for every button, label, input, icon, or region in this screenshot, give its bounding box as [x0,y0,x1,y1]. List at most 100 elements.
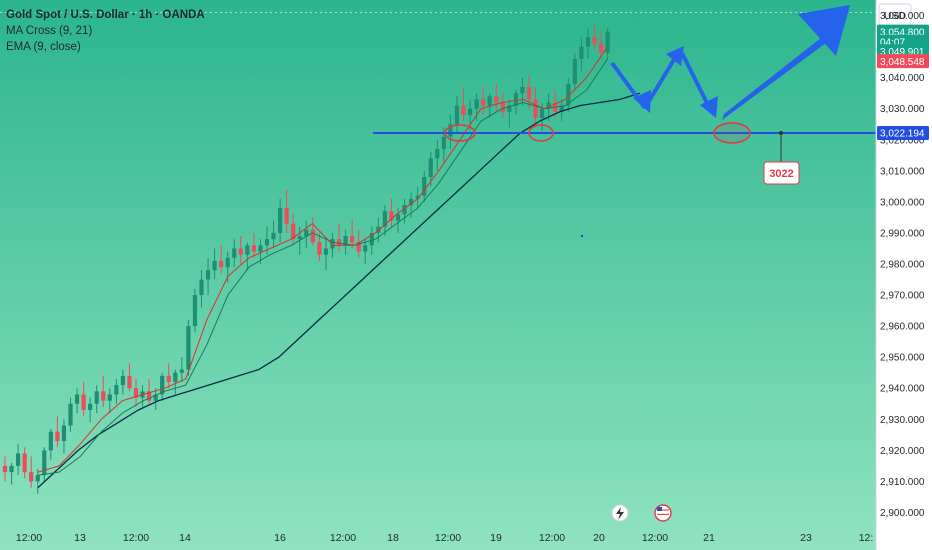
candle-body[interactable] [212,260,217,271]
candle-body[interactable] [533,99,538,119]
candle-body[interactable] [605,31,610,53]
candle-body[interactable] [245,245,250,255]
candle-body[interactable] [494,96,499,103]
candle-body[interactable] [500,102,505,112]
candle-body[interactable] [441,136,446,150]
candle-body[interactable] [2,465,8,473]
candle-body[interactable] [579,46,584,60]
candle-body[interactable] [107,394,112,401]
candle-body[interactable] [173,372,178,383]
candle-body[interactable] [598,43,604,53]
candle-body[interactable] [9,465,14,473]
candle-body[interactable] [428,158,433,178]
candle-body[interactable] [219,260,224,268]
x-tick-label: 14 [179,532,191,544]
candle-body[interactable] [55,431,60,442]
candle-body[interactable] [363,245,368,252]
candle-body[interactable] [186,326,191,370]
candle-body[interactable] [356,242,361,252]
candle-body[interactable] [251,245,256,252]
legend-indicator-ema[interactable]: EMA (9, close) [6,41,81,53]
price-tag[interactable] [877,54,929,69]
candle-body[interactable] [29,472,34,482]
candle-body[interactable] [199,279,204,296]
candle-body[interactable] [304,229,309,237]
candle-body[interactable] [409,198,414,205]
candle-body[interactable] [343,236,348,246]
candle-body[interactable] [225,257,230,268]
candle-body[interactable] [153,394,158,401]
candle-body[interactable] [205,270,211,280]
legend-indicator-ma-cross[interactable]: MA Cross (9, 21) [6,25,93,37]
candle-body[interactable] [454,105,460,125]
candle-body[interactable] [127,375,132,389]
candle-body[interactable] [166,375,171,383]
candle-body[interactable] [114,385,119,395]
candle-body[interactable] [297,236,302,240]
candle-body[interactable] [481,99,486,106]
price-tag-label: 3,049.901 [880,47,925,58]
candle-body[interactable] [526,86,532,100]
candle-body[interactable] [487,96,492,106]
candle-body[interactable] [317,242,322,255]
candle-body[interactable] [467,108,473,115]
candle-body[interactable] [566,83,571,106]
candle-body[interactable] [22,453,27,473]
candle-body[interactable] [323,248,329,255]
candle-body[interactable] [395,214,401,221]
candle-body[interactable] [68,403,73,426]
candle-body[interactable] [133,388,139,398]
candle-body[interactable] [336,239,342,246]
candle-body[interactable] [520,86,525,94]
candle-body[interactable] [101,391,106,401]
candle-body[interactable] [284,208,289,224]
candle-body[interactable] [402,204,407,215]
candle-body[interactable] [507,105,512,112]
candle-body[interactable] [592,37,597,44]
candle-body[interactable] [94,391,99,404]
candle-body[interactable] [258,245,263,252]
candle-body[interactable] [330,239,335,249]
candle-body[interactable] [572,59,577,84]
price-tag[interactable] [877,125,929,140]
candle-body[interactable] [559,105,564,112]
candle-body[interactable] [160,375,165,395]
candle-body[interactable] [238,248,243,255]
candle-body[interactable] [35,475,40,482]
candle-body[interactable] [48,431,53,451]
lightning-icon-glyph [616,507,624,520]
candle-body[interactable] [585,37,591,47]
candle-body[interactable] [369,232,374,246]
candle-body[interactable] [422,177,427,196]
candle-body[interactable] [382,211,387,227]
candle-body[interactable] [389,211,394,221]
candle-body[interactable] [232,248,237,258]
candle-body[interactable] [16,453,21,466]
candle-body[interactable] [147,391,152,401]
candle-body[interactable] [88,403,93,410]
candle-body[interactable] [461,105,466,115]
candle-body[interactable] [81,394,86,410]
candle-body[interactable] [42,450,47,476]
candle-body[interactable] [310,229,315,243]
candle-body[interactable] [74,394,80,404]
price-tag-label: 3,054.800 [880,27,925,38]
candle-body[interactable] [513,93,518,106]
candle-body[interactable] [179,369,184,373]
candle-body[interactable] [415,195,420,199]
candle-body[interactable] [546,102,551,109]
candle-body[interactable] [264,239,270,246]
candle-body[interactable] [291,223,296,240]
candle-body[interactable] [435,149,440,159]
candle-body[interactable] [120,375,125,386]
candle-body[interactable] [448,124,453,137]
candle-body[interactable] [278,208,283,233]
candle-body[interactable] [192,295,198,327]
candle-body[interactable] [271,232,276,240]
candle-body[interactable] [540,108,545,119]
candle-body[interactable] [474,99,479,109]
candle-body[interactable] [61,425,67,442]
support-label-box[interactable] [763,161,800,185]
candle-body[interactable] [350,236,355,243]
